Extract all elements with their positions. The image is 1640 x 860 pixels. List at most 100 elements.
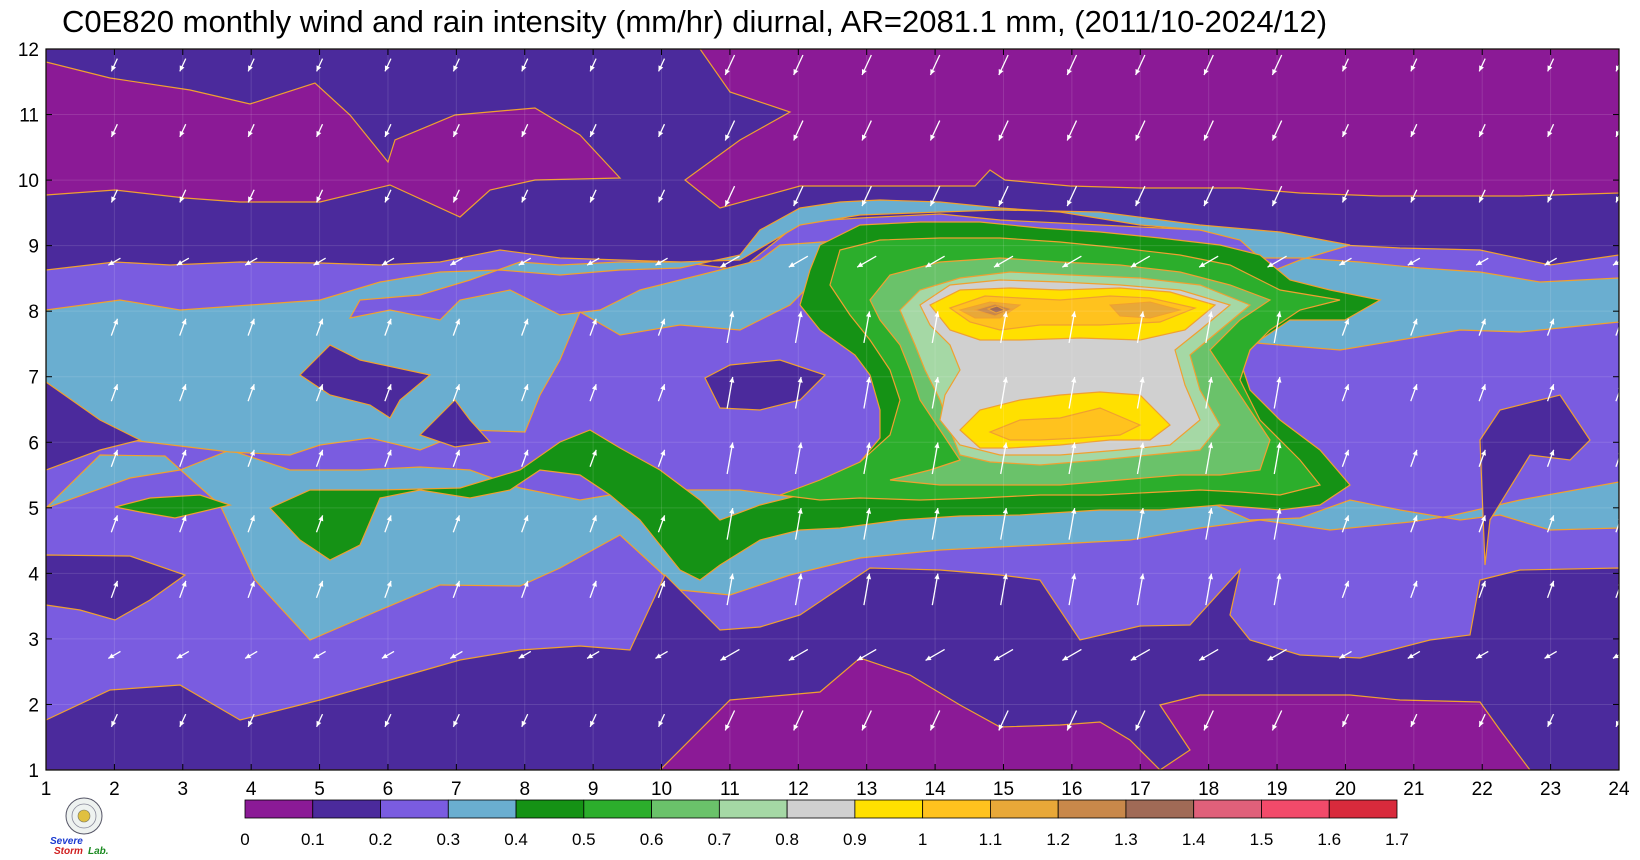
wind-arrow-head [1547,196,1553,203]
wind-arrow-head [660,449,666,456]
wind-arrow-head [788,655,795,661]
colorbar-label: 1.4 [1182,830,1206,849]
wind-arrow-head [1410,720,1416,727]
wind-arrow-head [591,384,597,391]
wind-arrow-head [1549,318,1555,325]
wind-arrow-head [934,311,940,318]
wind-arrow-head [998,789,1004,796]
wind-arrow-head [1547,720,1553,727]
wind-arrow-head [660,515,666,522]
wind-arrow-head [591,580,597,587]
wind-arrow-head [1002,311,1008,318]
wind-arrow-head [1407,653,1414,659]
wind-arrow-head [865,508,872,514]
wind-arrow-head [729,573,735,580]
y-tick-label: 5 [28,499,39,520]
wind-arrow-head [1410,65,1416,72]
wind-arrow-head [725,724,730,731]
wind-arrow-head [111,196,117,203]
wind-arrow-head [1203,200,1209,207]
wind-arrow-head [934,508,940,514]
y-tick-label: 8 [28,302,39,323]
colorbar-swatch [1125,799,1195,819]
wind-arrow-head [245,653,252,659]
wind-arrow-head [1344,449,1350,456]
wind-arrow-head [1342,130,1348,137]
wind-arrow-head [318,515,324,522]
colorbar-label: 0.7 [708,830,732,849]
wind-arrow-head [113,384,119,391]
wind-arrow-head [797,508,803,514]
wind-arrow-head [179,196,185,203]
wind-arrow-head [181,515,187,522]
wind-arrow-head [108,653,115,659]
wind-arrow-head [1480,449,1486,456]
wind-arrow-head [248,720,253,727]
wind-arrow-head [113,580,119,587]
x-tick-label: 8 [519,779,530,800]
x-tick-label: 20 [1335,779,1356,800]
wind-arrow-head [1207,508,1214,514]
wind-arrow-head [1615,65,1621,72]
wind-arrow-head [1547,130,1553,137]
wind-arrow-head [384,786,390,793]
wind-arrow-head [1276,311,1282,318]
wind-arrow-head [793,789,799,796]
wind-arrow-head [1410,130,1416,137]
wind-arrow-head [1203,789,1209,796]
wind-arrow-head [591,515,597,522]
wind-arrow-head [1339,260,1346,266]
wind-arrow-head [925,262,932,268]
wind-arrow-head [1549,580,1555,587]
contour-band-0-bottom-right [1158,694,1531,770]
colorbar-label: 0.9 [843,830,867,849]
wind-arrow-head [865,573,872,580]
wind-arrow-head [384,65,390,72]
wind-arrow-head [249,580,255,587]
wind-arrow-head [1130,655,1137,661]
wind-arrow-head [523,384,529,391]
wind-arrow-head [1207,376,1214,383]
colorbar-label: 1.7 [1385,830,1409,849]
colorbar-swatch [447,799,517,819]
wind-arrow-head [384,130,390,137]
wind-arrow-head [248,65,253,72]
wind-arrow-head [1139,442,1145,449]
wind-arrow-head [1272,68,1278,75]
wind-arrow-head [1339,653,1346,659]
wind-arrow-head [1479,196,1484,203]
wind-arrows [108,54,1626,797]
contour-island-5 [1479,394,1591,566]
wind-arrow-head [861,134,867,141]
wind-arrow-head [1062,655,1069,661]
wind-arrow-head [930,789,936,796]
wind-arrow-head [658,130,664,137]
wind-arrow-head [1407,260,1414,266]
x-tick-label: 17 [1130,779,1151,800]
wind-arrow-head [1344,318,1350,325]
wind-arrow-head [591,318,597,325]
contour-island-2 [418,399,492,448]
wind-arrow-head [930,134,936,141]
colorbar-swatch [786,799,856,819]
y-tick-label: 2 [28,695,39,716]
wind-arrow-head [1002,442,1008,449]
contour-band-0.3 [46,449,1619,641]
wind-arrow-head [248,196,253,203]
wind-arrow-head [725,789,730,796]
colorbar-label: 0.5 [572,830,596,849]
x-tick-label: 15 [993,779,1014,800]
wind-arrow-head [1071,442,1077,449]
wind-arrow-head [1480,580,1486,587]
colorbar-label: 0.8 [775,830,799,849]
x-tick-label: 14 [925,779,947,800]
colorbar-swatch [583,799,652,819]
wind-arrow-head [1207,442,1214,449]
chart-title: C0E820 monthly wind and rain intensity (… [62,4,1328,39]
colorbar-label: 0.3 [436,830,460,849]
contour-band-0.4-small [114,494,233,519]
wind-arrow-head [386,580,392,587]
wind-arrow-head [660,318,666,325]
wind-arrow-head [108,260,115,266]
